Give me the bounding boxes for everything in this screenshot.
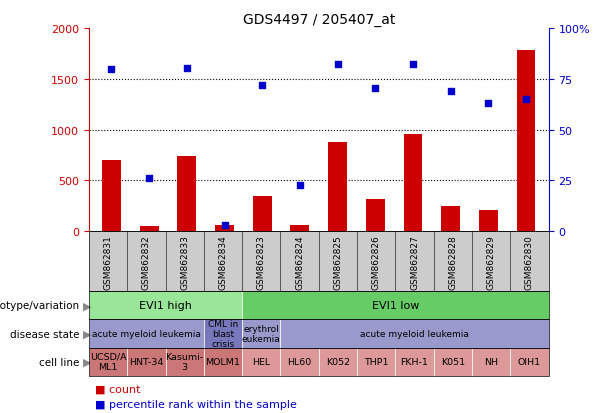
Text: EVI1 high: EVI1 high bbox=[139, 301, 192, 311]
Point bbox=[446, 88, 455, 95]
Text: MOLM1: MOLM1 bbox=[205, 357, 240, 366]
Text: acute myeloid leukemia: acute myeloid leukemia bbox=[360, 329, 469, 338]
Point bbox=[408, 61, 418, 68]
Text: K052: K052 bbox=[326, 357, 350, 366]
Text: ■ percentile rank within the sample: ■ percentile rank within the sample bbox=[95, 399, 297, 409]
Text: GSM862829: GSM862829 bbox=[487, 234, 496, 289]
Bar bbox=[177, 157, 196, 232]
Text: erythrol
eukemia: erythrol eukemia bbox=[242, 324, 281, 343]
Text: GSM862824: GSM862824 bbox=[295, 235, 304, 289]
Text: CML in
blast
crisis: CML in blast crisis bbox=[208, 319, 238, 349]
Text: GSM862828: GSM862828 bbox=[448, 234, 457, 289]
Text: ▶: ▶ bbox=[83, 301, 92, 311]
Point bbox=[257, 82, 267, 89]
Text: genotype/variation: genotype/variation bbox=[0, 301, 80, 311]
Text: GSM862830: GSM862830 bbox=[525, 234, 534, 289]
Text: cell line: cell line bbox=[39, 357, 80, 367]
Text: GSM862834: GSM862834 bbox=[218, 234, 227, 289]
Text: Kasumi-
3: Kasumi- 3 bbox=[166, 352, 204, 371]
Text: OIH1: OIH1 bbox=[518, 357, 541, 366]
Point bbox=[370, 85, 380, 92]
Text: GSM862831: GSM862831 bbox=[104, 234, 113, 289]
Bar bbox=[253, 196, 272, 232]
Text: NH: NH bbox=[484, 357, 498, 366]
Text: K051: K051 bbox=[441, 357, 465, 366]
Bar bbox=[479, 210, 498, 232]
Bar bbox=[366, 199, 385, 232]
Point bbox=[484, 101, 493, 107]
Bar bbox=[291, 225, 310, 232]
Text: HL60: HL60 bbox=[287, 357, 312, 366]
Text: HEL: HEL bbox=[252, 357, 270, 366]
Text: GSM862825: GSM862825 bbox=[333, 234, 343, 289]
Point bbox=[144, 176, 154, 182]
Point bbox=[295, 182, 305, 188]
Bar bbox=[517, 51, 535, 232]
Bar bbox=[140, 227, 159, 232]
Text: ■ count: ■ count bbox=[95, 384, 140, 394]
Text: GSM862832: GSM862832 bbox=[142, 234, 151, 289]
Bar bbox=[215, 225, 234, 232]
Text: GSM862823: GSM862823 bbox=[257, 234, 266, 289]
Text: FKH-1: FKH-1 bbox=[401, 357, 428, 366]
Text: HNT-34: HNT-34 bbox=[129, 357, 164, 366]
Point bbox=[521, 97, 531, 103]
Bar bbox=[441, 206, 460, 232]
Text: acute myeloid leukemia: acute myeloid leukemia bbox=[92, 329, 201, 338]
Text: GSM862833: GSM862833 bbox=[180, 234, 189, 289]
Bar bbox=[328, 142, 347, 232]
Bar bbox=[403, 134, 422, 232]
Bar bbox=[102, 161, 121, 232]
Point bbox=[107, 66, 116, 73]
Title: GDS4497 / 205407_at: GDS4497 / 205407_at bbox=[243, 12, 395, 26]
Text: THP1: THP1 bbox=[364, 357, 389, 366]
Text: EVI1 low: EVI1 low bbox=[371, 301, 419, 311]
Text: UCSD/A
ML1: UCSD/A ML1 bbox=[89, 352, 126, 371]
Point bbox=[219, 222, 229, 229]
Text: ▶: ▶ bbox=[83, 357, 92, 367]
Point bbox=[182, 65, 192, 72]
Text: GSM862826: GSM862826 bbox=[371, 234, 381, 289]
Text: disease state: disease state bbox=[10, 329, 80, 339]
Text: GSM862827: GSM862827 bbox=[410, 234, 419, 289]
Text: ▶: ▶ bbox=[83, 329, 92, 339]
Point bbox=[333, 61, 343, 68]
